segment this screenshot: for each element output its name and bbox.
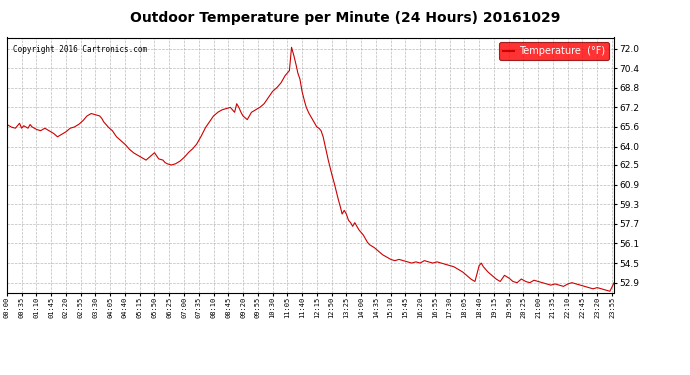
- Text: Copyright 2016 Cartronics.com: Copyright 2016 Cartronics.com: [13, 45, 147, 54]
- Legend: Temperature  (°F): Temperature (°F): [499, 42, 609, 60]
- Text: Outdoor Temperature per Minute (24 Hours) 20161029: Outdoor Temperature per Minute (24 Hours…: [130, 11, 560, 25]
